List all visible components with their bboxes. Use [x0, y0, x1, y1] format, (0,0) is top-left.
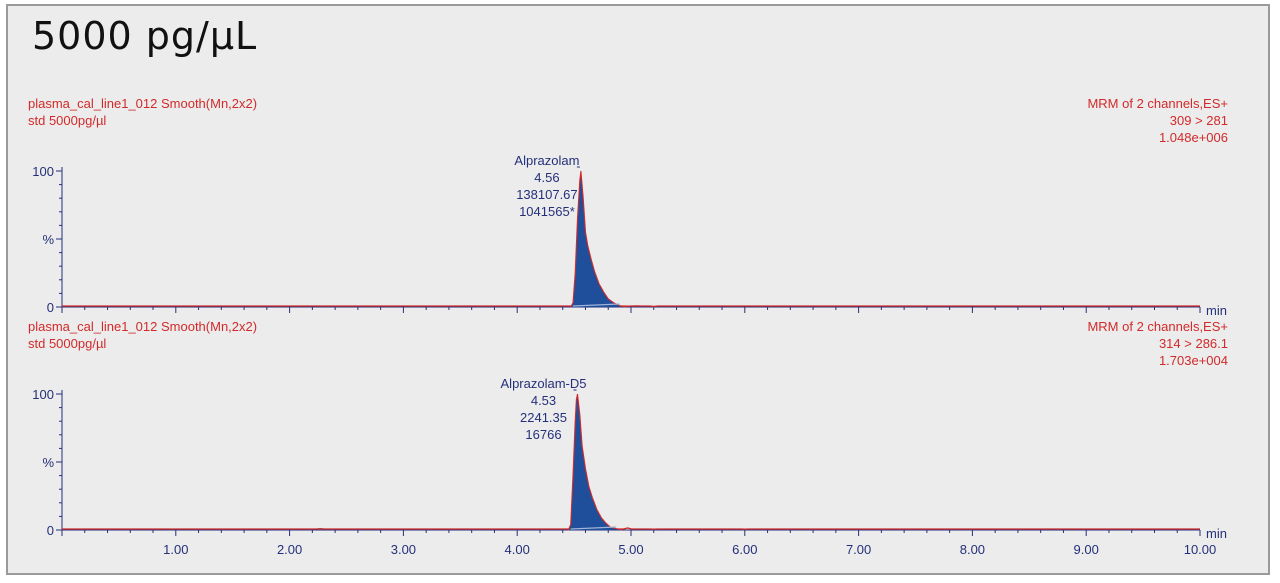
panel-2-peak-rt: 4.53: [531, 393, 556, 408]
panel-2-peak-area-value: 2241.35: [520, 410, 567, 425]
x-tick-label: 7.00: [846, 542, 871, 557]
panel-1-peak-area: [570, 171, 626, 307]
panel-2-header-right-2: 1.703e+004: [1159, 353, 1228, 368]
x-tick-label: 10.00: [1184, 542, 1217, 557]
panel-1-y-label-0: 0: [47, 300, 54, 315]
panel-1-y-label-pct: %: [42, 232, 54, 247]
panel-1-integration-baseline: [572, 303, 620, 307]
page-title: 5000 pg/µL: [32, 14, 258, 58]
panel-2-x-unit: min: [1206, 526, 1227, 541]
x-tick-label: 5.00: [618, 542, 643, 557]
x-tick-label: 3.00: [391, 542, 416, 557]
panel-1-peak-name: Alprazolam: [514, 153, 579, 168]
panel-1-x-unit: min: [1206, 303, 1227, 318]
panel-2-sample-line: plasma_cal_line1_012 Smooth(Mn,2x2): [28, 319, 257, 334]
panel-1-peak-line: [570, 170, 626, 308]
panel-1-sample-desc: std 5000pg/µl: [28, 113, 106, 128]
panel-1-y-label-100: 100: [32, 164, 54, 179]
panel-2-peak-line: [567, 393, 623, 531]
x-tick-label: 6.00: [732, 542, 757, 557]
panel-1-baseline: [62, 305, 1200, 308]
panel-2-peak-name: Alprazolam-D5: [501, 376, 587, 391]
panel-2-header-right-1: 314 > 286.1: [1159, 336, 1228, 351]
x-tick-label: 4.00: [505, 542, 530, 557]
panel-2-y-label-pct: %: [42, 455, 54, 470]
x-tick-label: 1.00: [163, 542, 188, 557]
panel-1-header-right-1: 309 > 281: [1170, 113, 1228, 128]
panel-2-y-label-100: 100: [32, 387, 54, 402]
panel-2-peak-height-value: 16766: [525, 427, 561, 442]
x-tick-label: 9.00: [1074, 542, 1099, 557]
panel-1-peak-height-value: 1041565*: [519, 204, 575, 219]
panel-1-sample-line: plasma_cal_line1_012 Smooth(Mn,2x2): [28, 96, 257, 111]
panel-1-peak-area-value: 138107.67: [516, 187, 577, 202]
chart-frame: [6, 4, 1270, 575]
x-tick-label: 8.00: [960, 542, 985, 557]
panel-2-baseline: [62, 527, 1200, 530]
panel-2-integration-baseline: [570, 526, 617, 530]
panel-1-header-right-0: MRM of 2 channels,ES+: [1087, 96, 1228, 111]
x-tick-label: 2.00: [277, 542, 302, 557]
panel-2-peak-area: [568, 394, 622, 530]
panel-2-header-right-0: MRM of 2 channels,ES+: [1087, 319, 1228, 334]
panel-2-y-label-0: 0: [47, 523, 54, 538]
panel-2-sample-desc: std 5000pg/µl: [28, 336, 106, 351]
panel-1-header-right-2: 1.048e+006: [1159, 130, 1228, 145]
panel-1-peak-rt: 4.56: [534, 170, 559, 185]
